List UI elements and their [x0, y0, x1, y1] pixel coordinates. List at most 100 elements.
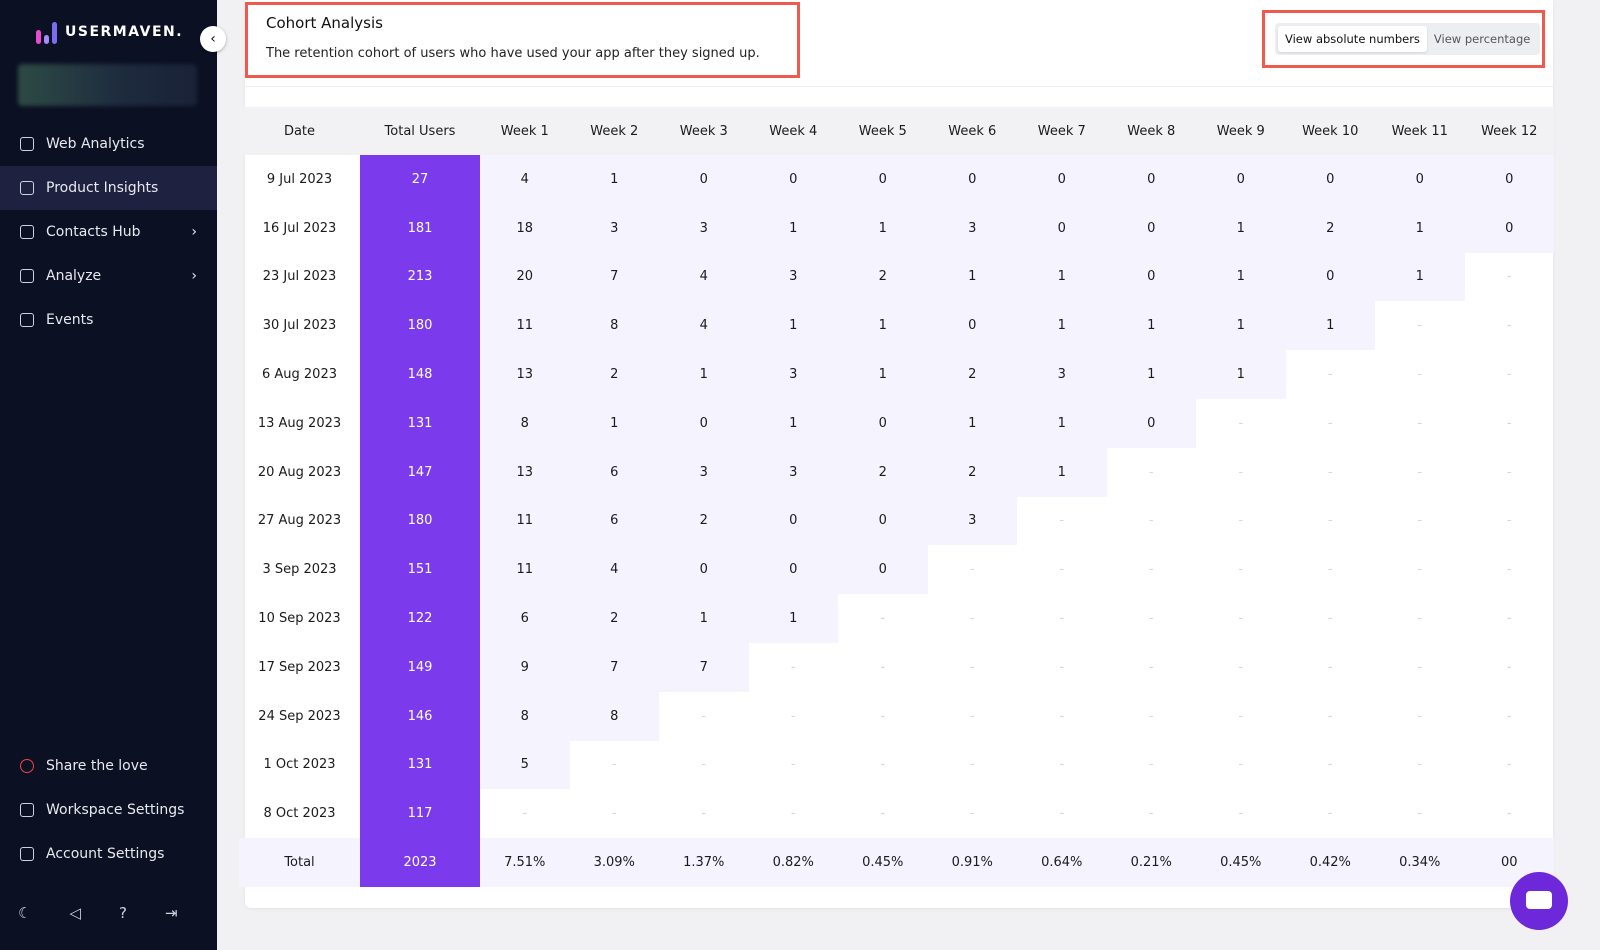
cohort-row: 3 Sep 2023 151 11 4 0 0 0- - - - - - -: [239, 545, 1554, 595]
retention-cell: 6: [569, 496, 659, 546]
retention-cell: -: [790, 659, 796, 675]
cohort-row: 27 Aug 2023 180 11 6 2 0 0 3- - - - - -: [239, 496, 1554, 546]
nav-item[interactable]: Share the love: [0, 744, 217, 788]
cohort-size: 149: [360, 642, 480, 692]
retention-cell: 1: [1196, 203, 1286, 253]
retention-cell: 8: [480, 398, 570, 448]
cohort-size: 27: [360, 155, 480, 204]
cohort-row: 24 Sep 2023 146 8 8- - - - - - - - - -: [239, 691, 1554, 741]
nav-item[interactable]: Events: [0, 298, 217, 342]
retention-cell: 0: [1106, 398, 1196, 448]
cohort-size: 117: [360, 789, 480, 839]
retention-cell: 1: [838, 350, 928, 399]
total-cell: 7.51%: [480, 838, 570, 887]
retention-cell: 0: [748, 496, 838, 546]
retention-cell: -: [1238, 806, 1244, 822]
nav-label: Account Settings: [46, 846, 165, 862]
retention-cell: -: [1148, 464, 1154, 480]
collapse-button[interactable]: ‹: [200, 26, 226, 52]
retention-cell: -: [1327, 757, 1333, 773]
retention-cell: 0: [927, 301, 1017, 351]
retention-cell: 1: [1285, 301, 1375, 351]
nav-icon: [20, 847, 34, 861]
total-cell: 0.21%: [1106, 838, 1196, 887]
retention-cell: -: [701, 757, 707, 773]
retention-cell: -: [969, 708, 975, 724]
retention-cell: -: [1059, 757, 1065, 773]
retention-cell: 3: [1017, 350, 1107, 399]
retention-cell: -: [1417, 464, 1423, 480]
retention-cell: 0: [748, 545, 838, 595]
retention-cell: 0: [659, 545, 749, 595]
retention-cell: 1: [838, 203, 928, 253]
retention-cell: -: [1148, 513, 1154, 529]
retention-cell: 0: [1285, 252, 1375, 302]
workspace-selector[interactable]: [18, 64, 197, 106]
nav-item[interactable]: Contacts Hub ›: [0, 210, 217, 254]
retention-cell: 7: [659, 642, 749, 692]
retention-cell: 1: [1196, 350, 1286, 399]
retention-cell: 0: [838, 155, 928, 204]
retention-cell: 1: [1017, 398, 1107, 448]
toggle-option[interactable]: View absolute numbers: [1278, 26, 1427, 52]
sidebar: USERMAVEN. Web Analytics Product Insights…: [0, 0, 217, 950]
retention-cell: 18: [480, 203, 570, 253]
retention-cell: -: [880, 806, 886, 822]
nav-item[interactable]: Account Settings: [0, 832, 217, 876]
retention-cell: 2: [838, 252, 928, 302]
retention-cell: -: [1148, 757, 1154, 773]
nav-icon: [20, 803, 34, 817]
section-subtitle: The retention cohort of users who have u…: [266, 46, 760, 61]
total-cell: 0.42%: [1285, 838, 1375, 887]
nav-item[interactable]: Workspace Settings: [0, 788, 217, 832]
nav-label: Contacts Hub: [46, 224, 141, 240]
chat-button[interactable]: [1510, 872, 1568, 930]
column-header: Date: [239, 107, 360, 155]
cohort-date: 17 Sep 2023: [258, 659, 341, 675]
help-icon[interactable]: ?: [119, 904, 127, 922]
retention-cell: 4: [480, 155, 570, 204]
retention-cell: -: [880, 611, 886, 627]
retention-cell: -: [1506, 757, 1512, 773]
nav-item[interactable]: Web Analytics: [0, 122, 217, 166]
total-cell: 0.45%: [838, 838, 928, 887]
retention-cell: 0: [1106, 155, 1196, 204]
retention-cell: 0: [1285, 155, 1375, 204]
column-header: Week 7: [1017, 107, 1107, 155]
cohort-date: 3 Sep 2023: [262, 562, 337, 578]
nav-icon: [20, 313, 34, 327]
retention-cell: -: [1238, 611, 1244, 627]
cohort-size: 131: [360, 398, 480, 448]
cohort-row: 6 Aug 2023 148 13 2 1 3 1 2 3 1 1- - -: [239, 350, 1554, 399]
retention-cell: 8: [569, 301, 659, 351]
nav-item[interactable]: Product Insights: [0, 166, 217, 210]
column-header: Week 9: [1196, 107, 1286, 155]
retention-cell: 11: [480, 496, 570, 546]
retention-cell: 1: [1017, 252, 1107, 302]
toggle-option[interactable]: View percentage: [1433, 32, 1531, 46]
retention-cell: -: [1148, 611, 1154, 627]
column-header: Week 1: [480, 107, 570, 155]
announce-icon[interactable]: ◁: [69, 904, 81, 922]
retention-cell: -: [1417, 757, 1423, 773]
retention-cell: 3: [927, 496, 1017, 546]
logout-icon[interactable]: ⇥: [164, 904, 178, 922]
column-header: Week 11: [1375, 107, 1465, 155]
retention-cell: -: [1417, 708, 1423, 724]
retention-cell: 0: [1106, 203, 1196, 253]
highlight-box: [245, 2, 800, 78]
retention-cell: -: [1506, 806, 1512, 822]
logo[interactable]: USERMAVEN.: [36, 20, 183, 44]
total-cell: 1.37%: [659, 838, 749, 887]
retention-cell: -: [1059, 806, 1065, 822]
theme-icon[interactable]: ☾: [18, 904, 32, 922]
retention-cell: -: [790, 708, 796, 724]
retention-cell: -: [1506, 415, 1512, 431]
nav-item[interactable]: Analyze ›: [0, 254, 217, 298]
cohort-row: 1 Oct 2023 131 5 - - - - - - - - - - -: [239, 740, 1554, 790]
nav-label: Workspace Settings: [46, 802, 185, 818]
nav-icon: [20, 269, 34, 283]
nav-icon: [20, 759, 34, 773]
